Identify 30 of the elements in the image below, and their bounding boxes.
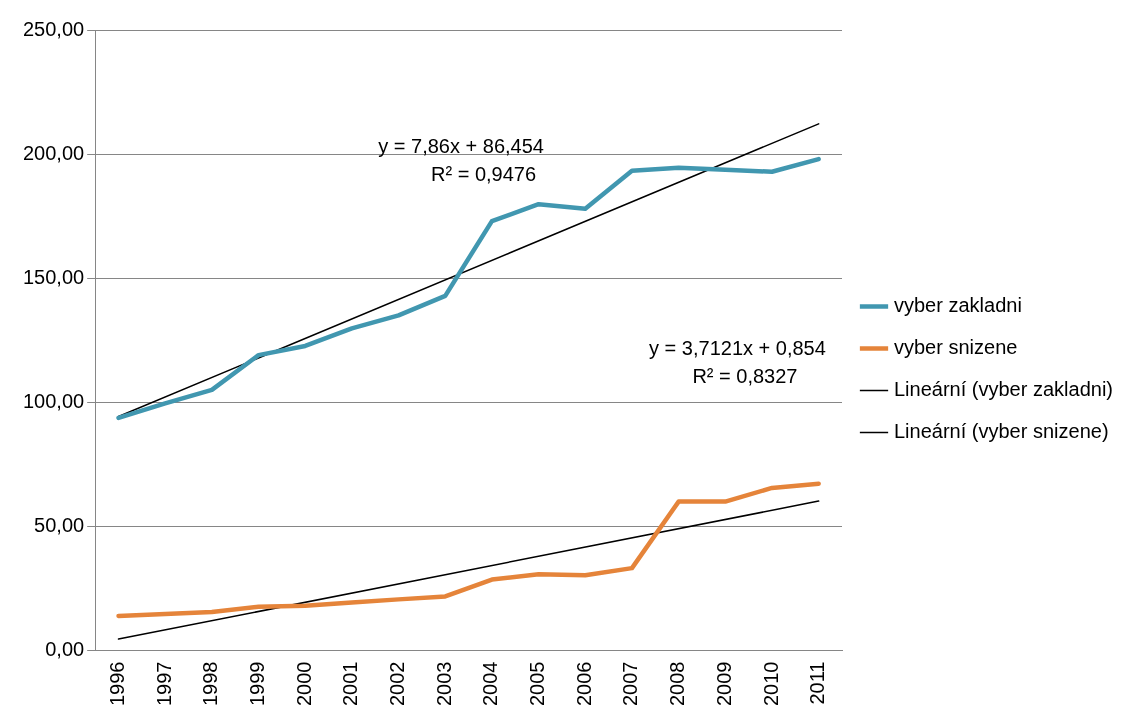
x-tick-label: 1997: [152, 661, 175, 707]
x-tick-label: 2010: [759, 661, 782, 707]
y-tick-label: 50,00: [34, 513, 85, 536]
x-tick-label: 2001: [339, 661, 362, 707]
x-tick-label: 1999: [246, 661, 269, 707]
y-tick-label: 250,00: [23, 17, 85, 40]
legend-label: Lineární (vyber snizene): [894, 420, 1109, 443]
x-tick-label: 1996: [106, 661, 129, 707]
x-tick-label: 2005: [526, 661, 549, 707]
x-tick-label: 2006: [572, 661, 595, 707]
x-tick-label: 2004: [479, 661, 502, 707]
annotation: R² = 0,9476: [430, 163, 537, 186]
y-tick-label: 0,00: [45, 638, 85, 661]
y-tick-label: 150,00: [23, 265, 85, 288]
y-tick-label: 200,00: [23, 141, 85, 164]
legend-label: Lineární (vyber zakladni): [894, 378, 1113, 401]
x-tick-label: 2009: [712, 661, 735, 707]
x-tick-label: 2011: [806, 661, 829, 705]
x-tick-label: 2002: [386, 661, 409, 707]
annotation: y = 3,7121x + 0,854: [649, 337, 826, 360]
x-tick-label: 2003: [432, 661, 455, 707]
x-tick-label: 2000: [292, 661, 315, 707]
x-tick-label: 2008: [666, 661, 689, 707]
legend-label: vyber zakladni: [894, 294, 1022, 317]
legend-label: vyber snizene: [894, 336, 1018, 359]
annotation: R² = 0,8327: [692, 365, 798, 387]
x-tick-label: 1998: [199, 661, 222, 707]
y-tick-label: 100,00: [23, 389, 85, 412]
x-tick-label: 2007: [619, 661, 642, 707]
annotation: y = 7,86x + 86,454: [378, 135, 544, 158]
